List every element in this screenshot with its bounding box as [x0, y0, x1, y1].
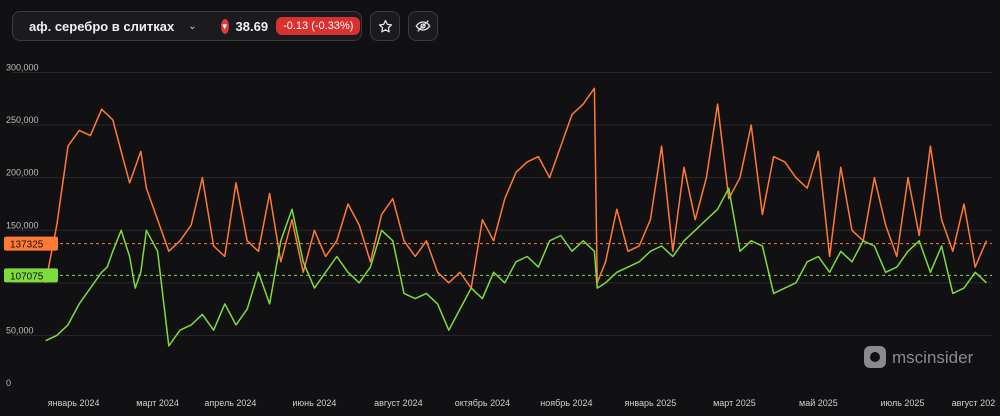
grid [12, 72, 992, 336]
reference-badge [4, 268, 58, 283]
x-axis: январь 2024 март 2024 апрель 2024 июнь 2024… [48, 398, 995, 408]
y-axis: 0 50,000 150,000 200,000 250,000 300,000 [6, 63, 39, 388]
y-tick-label: 300,000 [6, 63, 39, 73]
series-line-1 [44, 87, 988, 289]
triangle-down-icon: ▼ [220, 18, 229, 34]
series [44, 87, 988, 347]
logo-inner [870, 352, 880, 362]
asset-name: аф. серебро в слитках [29, 18, 175, 34]
asset-selector[interactable]: аф. серебро в слитках ⌄ ▼ 38.69 -0.13 (-… [12, 11, 362, 41]
x-tick-label: август 2024 [374, 398, 423, 408]
x-tick-label: август 202 [952, 398, 996, 408]
y-tick-label: 0 [6, 378, 11, 388]
x-tick-label: июль 2025 [880, 398, 924, 408]
reference-label: 137325 [10, 240, 44, 251]
chevron-down-icon[interactable]: ⌄ [188, 20, 197, 32]
star-icon [378, 19, 392, 32]
hide-button[interactable] [408, 11, 438, 41]
x-tick-label: январь 2025 [625, 398, 677, 408]
series-line-2 [45, 187, 987, 347]
x-tick-label: январь 2024 [48, 398, 100, 408]
x-tick-label: март 2024 [136, 398, 179, 408]
x-tick-label: март 2025 [713, 398, 756, 408]
y-tick-label: 250,000 [6, 115, 39, 125]
reference-badge [4, 236, 58, 251]
x-tick-label: апрель 2024 [204, 398, 256, 408]
favorite-button[interactable] [370, 11, 400, 41]
watermark: mscinsider [864, 346, 974, 368]
reference-labels: 137325 107075 [4, 236, 58, 283]
eye-off-icon [415, 20, 431, 32]
x-tick-label: июнь 2024 [292, 398, 336, 408]
reference-label: 107075 [10, 271, 44, 282]
toolbar: аф. серебро в слитках ⌄ ▼ 38.69 -0.13 (-… [12, 10, 438, 42]
price-value: 38.69 [235, 18, 269, 34]
x-tick-label: октябрь 2024 [455, 398, 510, 408]
y-tick-label: 150,000 [6, 220, 39, 230]
watermark-text: mscinsider [892, 348, 974, 367]
change-badge: -0.13 (-0.33%) [276, 17, 361, 35]
y-tick-label: 50,000 [6, 325, 34, 335]
x-tick-label: ноябрь 2024 [540, 398, 592, 408]
y-tick-label: 200,000 [6, 168, 39, 178]
x-tick-label: май 2025 [799, 398, 838, 408]
